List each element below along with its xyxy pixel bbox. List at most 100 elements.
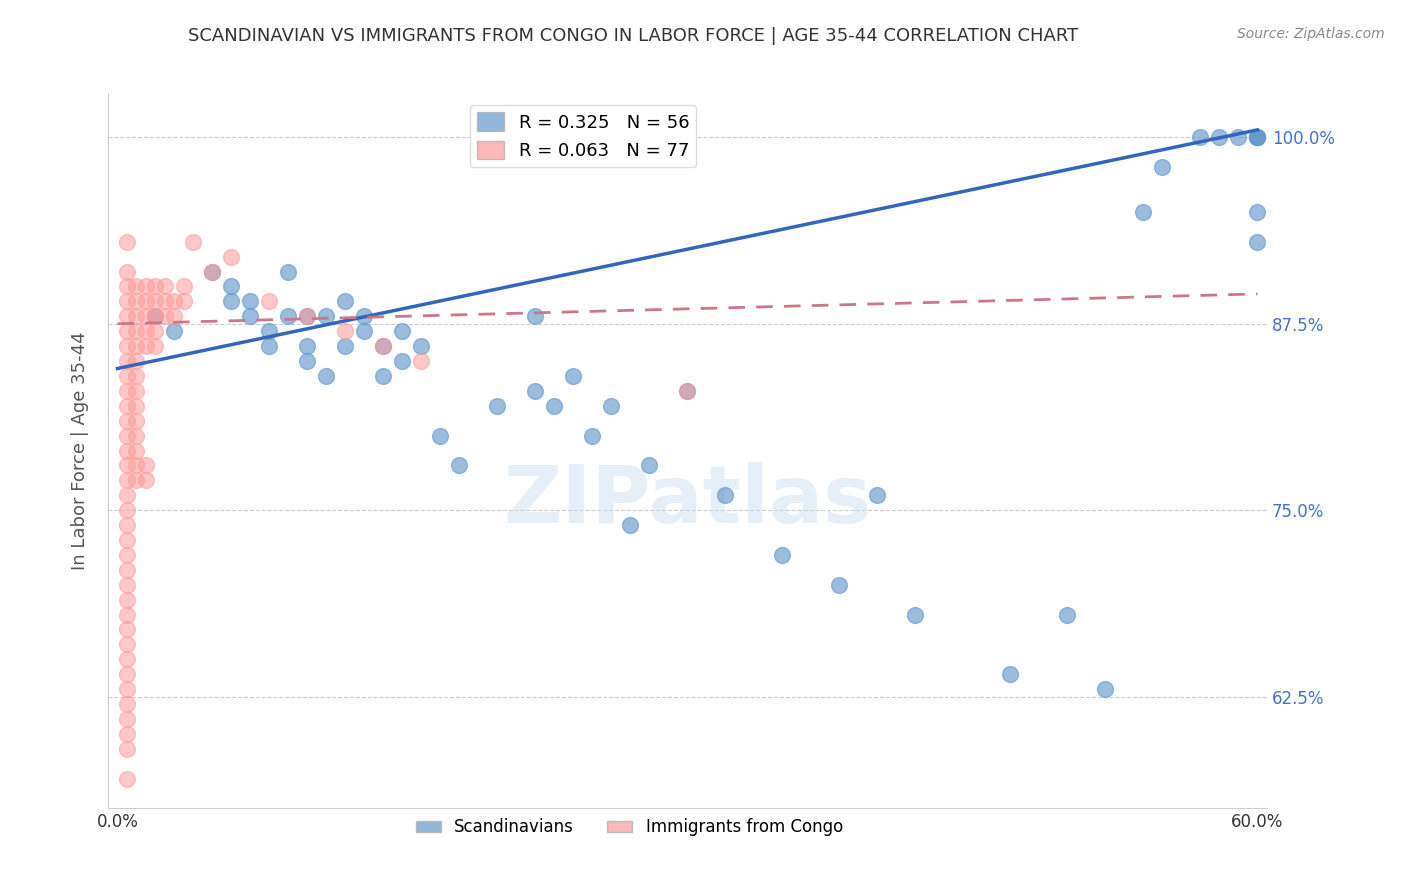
Point [373,339,395,353]
Point [1056,607,1078,622]
Point [277,264,299,278]
Point [1227,130,1250,145]
Point [115,279,138,293]
Point [125,474,148,488]
Point [524,310,547,324]
Point [411,354,433,368]
Point [411,339,433,353]
Point [1000,667,1022,681]
Point [676,384,699,398]
Text: SCANDINAVIAN VS IMMIGRANTS FROM CONGO IN LABOR FORCE | AGE 35-44 CORRELATION CHA: SCANDINAVIAN VS IMMIGRANTS FROM CONGO IN… [187,27,1078,45]
Point [335,324,357,338]
Text: ZIPatlas: ZIPatlas [503,462,872,540]
Point [153,294,176,309]
Point [115,488,138,502]
Point [115,294,138,309]
Point [201,264,224,278]
Point [676,384,699,398]
Point [1246,130,1268,145]
Y-axis label: In Labor Force | Age 35-44: In Labor Force | Age 35-44 [72,331,89,570]
Point [115,310,138,324]
Point [135,279,157,293]
Point [125,399,148,413]
Point [173,294,195,309]
Point [125,310,148,324]
Point [115,607,138,622]
Point [277,310,299,324]
Point [201,264,224,278]
Point [115,667,138,681]
Point [259,339,281,353]
Point [145,324,167,338]
Point [115,474,138,488]
Point [353,324,375,338]
Point [173,279,195,293]
Point [1189,130,1212,145]
Point [145,339,167,353]
Point [1246,130,1268,145]
Point [486,399,509,413]
Point [163,324,186,338]
Point [115,637,138,651]
Point [221,294,243,309]
Point [904,607,927,622]
Point [115,548,138,562]
Point [1246,130,1268,145]
Point [297,339,319,353]
Point [619,518,641,533]
Point [125,458,148,473]
Point [297,354,319,368]
Point [153,279,176,293]
Point [600,399,623,413]
Point [135,339,157,353]
Point [145,279,167,293]
Point [391,324,413,338]
Point [125,294,148,309]
Point [125,339,148,353]
Point [1208,130,1230,145]
Point [115,772,138,786]
Point [135,310,157,324]
Point [125,368,148,383]
Point [115,533,138,547]
Point [335,294,357,309]
Point [562,368,585,383]
Point [115,727,138,741]
Point [145,294,167,309]
Point [1246,130,1268,145]
Point [115,697,138,711]
Point [315,368,337,383]
Point [163,294,186,309]
Point [125,428,148,442]
Point [135,458,157,473]
Point [429,428,451,442]
Point [221,250,243,264]
Point [183,235,205,249]
Point [524,384,547,398]
Point [115,518,138,533]
Point [115,712,138,726]
Point [1246,235,1268,249]
Point [581,428,603,442]
Point [115,578,138,592]
Point [115,368,138,383]
Point [125,414,148,428]
Point [115,623,138,637]
Point [770,548,793,562]
Point [373,339,395,353]
Point [115,339,138,353]
Legend: Scandinavians, Immigrants from Congo: Scandinavians, Immigrants from Congo [409,812,849,843]
Point [135,324,157,338]
Point [115,324,138,338]
Point [221,279,243,293]
Point [115,235,138,249]
Point [828,578,851,592]
Point [135,474,157,488]
Point [115,741,138,756]
Point [866,488,889,502]
Point [315,310,337,324]
Point [125,384,148,398]
Point [153,310,176,324]
Point [115,443,138,458]
Point [714,488,737,502]
